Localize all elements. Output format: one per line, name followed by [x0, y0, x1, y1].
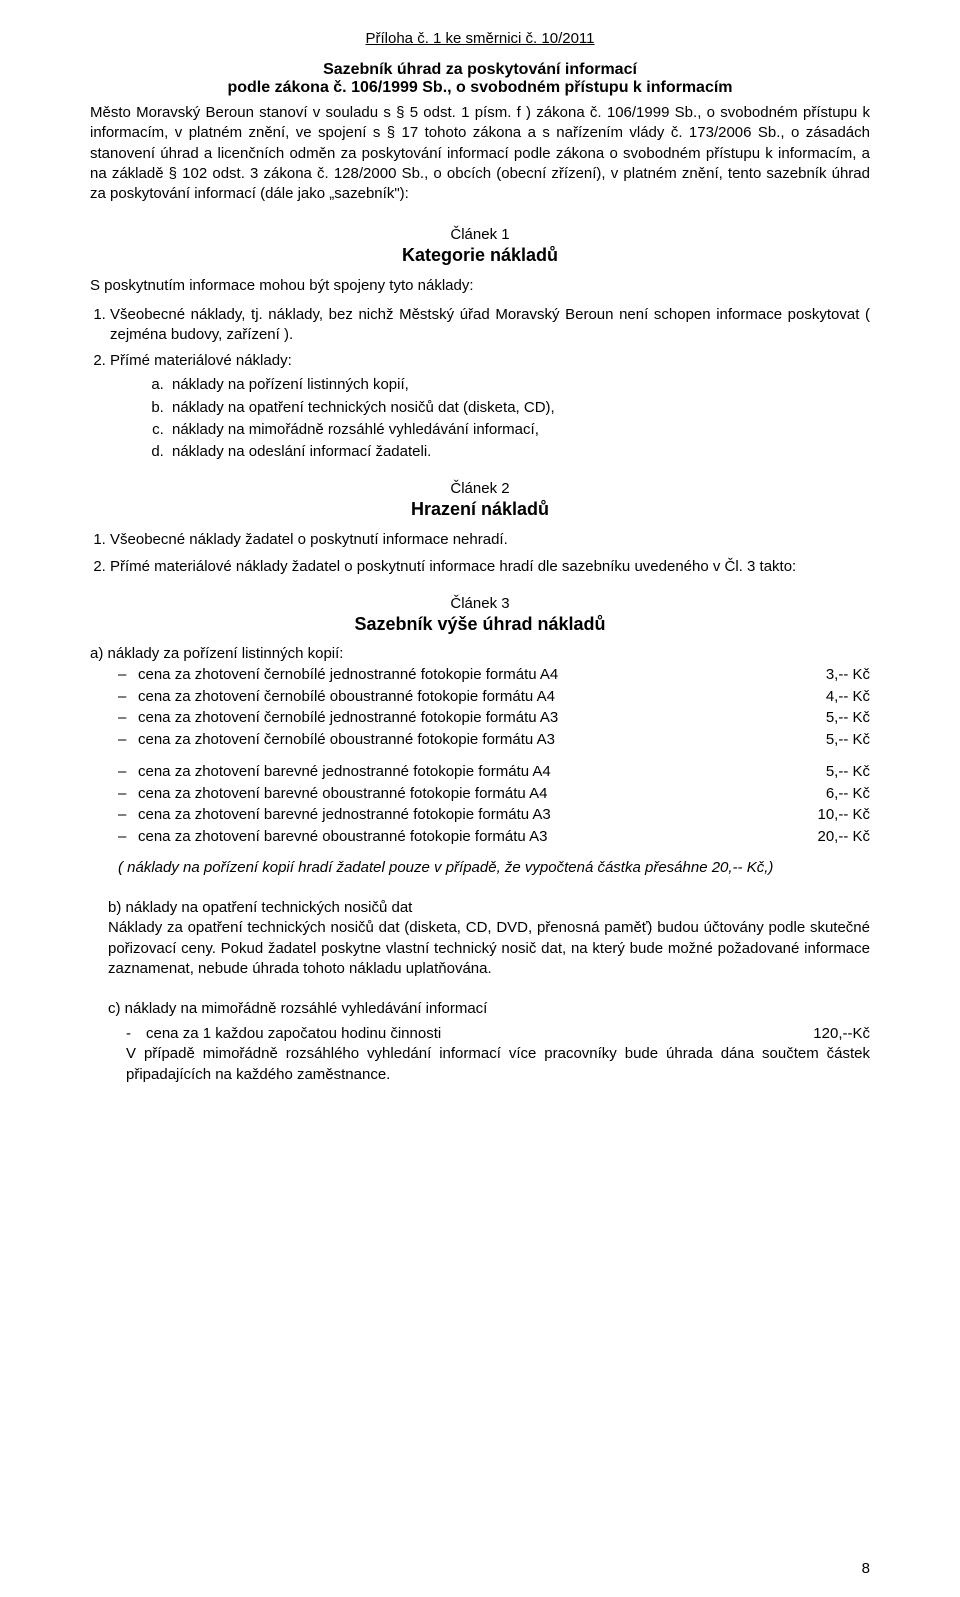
list-item: Přímé materiálové náklady: náklady na po… [110, 351, 870, 462]
price-list-bw: –cena za zhotovení černobílé jednostrann… [90, 664, 870, 751]
price-value: 5,-- Kč [780, 761, 870, 783]
art3-a-lead: a) náklady za pořízení listinných kopií: [90, 645, 870, 662]
article-2-title: Hrazení nákladů [90, 499, 870, 520]
list-item: náklady na odeslání informací žadateli. [168, 442, 870, 462]
price-label: cena za zhotovení černobílé jednostranné… [138, 664, 780, 686]
list-item: Všeobecné náklady žadatel o poskytnutí i… [110, 530, 870, 550]
price-list-color: –cena za zhotovení barevné jednostranné … [90, 761, 870, 848]
price-value: 6,-- Kč [780, 783, 870, 805]
list-item: náklady na opatření technických nosičů d… [168, 398, 870, 418]
price-value: 4,-- Kč [780, 686, 870, 708]
article-1-num: Článek 1 [90, 226, 870, 243]
art3-b-block: b) náklady na opatření technických nosič… [90, 898, 870, 979]
price-label: cena za zhotovení barevné oboustranné fo… [138, 826, 780, 848]
article-2-list: Všeobecné náklady žadatel o poskytnutí i… [90, 530, 870, 577]
price-row: –cena za zhotovení černobílé oboustranné… [90, 686, 870, 708]
dash-icon: – [118, 686, 138, 708]
dash-icon: – [118, 664, 138, 686]
list-item: Přímé materiálové náklady žadatel o posk… [110, 557, 870, 577]
page-number: 8 [862, 1560, 870, 1577]
article-3-num: Článek 3 [90, 595, 870, 612]
page: Příloha č. 1 ke směrnici č. 10/2011 Saze… [0, 0, 960, 1597]
art3-c-price-label: cena za 1 každou započatou hodinu činnos… [146, 1023, 780, 1044]
art3-c-lead: c) náklady na mimořádně rozsáhlé vyhledá… [108, 1000, 487, 1017]
price-label: cena za zhotovení černobílé oboustranné … [138, 686, 780, 708]
art3-c-price-value: 120,--Kč [780, 1023, 870, 1044]
price-label: cena za zhotovení černobílé oboustranné … [138, 729, 780, 751]
article-1-list: Všeobecné náklady, tj. náklady, bez nich… [90, 305, 870, 463]
dash-icon: – [118, 729, 138, 751]
list-item: náklady na pořízení listinných kopií, [168, 375, 870, 395]
intro-paragraph: Město Moravský Beroun stanoví v souladu … [90, 103, 870, 204]
item-2-lead: Přímé materiálové náklady: [110, 352, 292, 369]
article-1-title: Kategorie nákladů [90, 245, 870, 266]
article-2-num: Článek 2 [90, 480, 870, 497]
attachment-line: Příloha č. 1 ke směrnici č. 10/2011 [90, 30, 870, 47]
dash-icon: – [118, 707, 138, 729]
dash-icon: - [126, 1023, 146, 1044]
art3-note: ( náklady na pořízení kopií hradí žadate… [118, 858, 870, 878]
price-value: 10,-- Kč [780, 804, 870, 826]
price-label: cena za zhotovení barevné jednostranné f… [138, 804, 780, 826]
price-value: 5,-- Kč [780, 729, 870, 751]
article-1-lead: S poskytnutím informace mohou být spojen… [90, 276, 870, 296]
price-label: cena za zhotovení černobílé jednostranné… [138, 707, 780, 729]
doc-title-line2: podle zákona č. 106/1999 Sb., o svobodné… [90, 79, 870, 97]
article-1-sublist: náklady na pořízení listinných kopií, ná… [110, 375, 870, 462]
price-row: –cena za zhotovení barevné oboustranné f… [90, 783, 870, 805]
price-row: –cena za zhotovení barevné jednostranné … [90, 761, 870, 783]
price-row: –cena za zhotovení černobílé jednostrann… [90, 707, 870, 729]
price-row: –cena za zhotovení barevné jednostranné … [90, 804, 870, 826]
dash-icon: – [118, 761, 138, 783]
art3-c-followup: V případě mimořádně rozsáhlého vyhledání… [90, 1044, 870, 1085]
price-label: cena za zhotovení barevné jednostranné f… [138, 761, 780, 783]
doc-title-line1: Sazebník úhrad za poskytování informací [90, 61, 870, 79]
price-row: –cena za zhotovení barevné oboustranné f… [90, 826, 870, 848]
price-value: 20,-- Kč [780, 826, 870, 848]
art3-c-block: c) náklady na mimořádně rozsáhlé vyhledá… [90, 999, 870, 1019]
dash-icon: – [118, 783, 138, 805]
dash-icon: – [118, 804, 138, 826]
art3-c-price-row: - cena za 1 každou započatou hodinu činn… [90, 1023, 870, 1044]
price-value: 5,-- Kč [780, 707, 870, 729]
art3-b-lead: b) náklady na opatření technických nosič… [108, 899, 412, 916]
price-value: 3,-- Kč [780, 664, 870, 686]
art3-b-body: Náklady za opatření technických nosičů d… [108, 919, 870, 977]
price-row: –cena za zhotovení černobílé oboustranné… [90, 729, 870, 751]
list-item: náklady na mimořádně rozsáhlé vyhledáván… [168, 420, 870, 440]
list-item: Všeobecné náklady, tj. náklady, bez nich… [110, 305, 870, 346]
price-row: –cena za zhotovení černobílé jednostrann… [90, 664, 870, 686]
price-label: cena za zhotovení barevné oboustranné fo… [138, 783, 780, 805]
article-3-title: Sazebník výše úhrad nákladů [90, 614, 870, 635]
dash-icon: – [118, 826, 138, 848]
